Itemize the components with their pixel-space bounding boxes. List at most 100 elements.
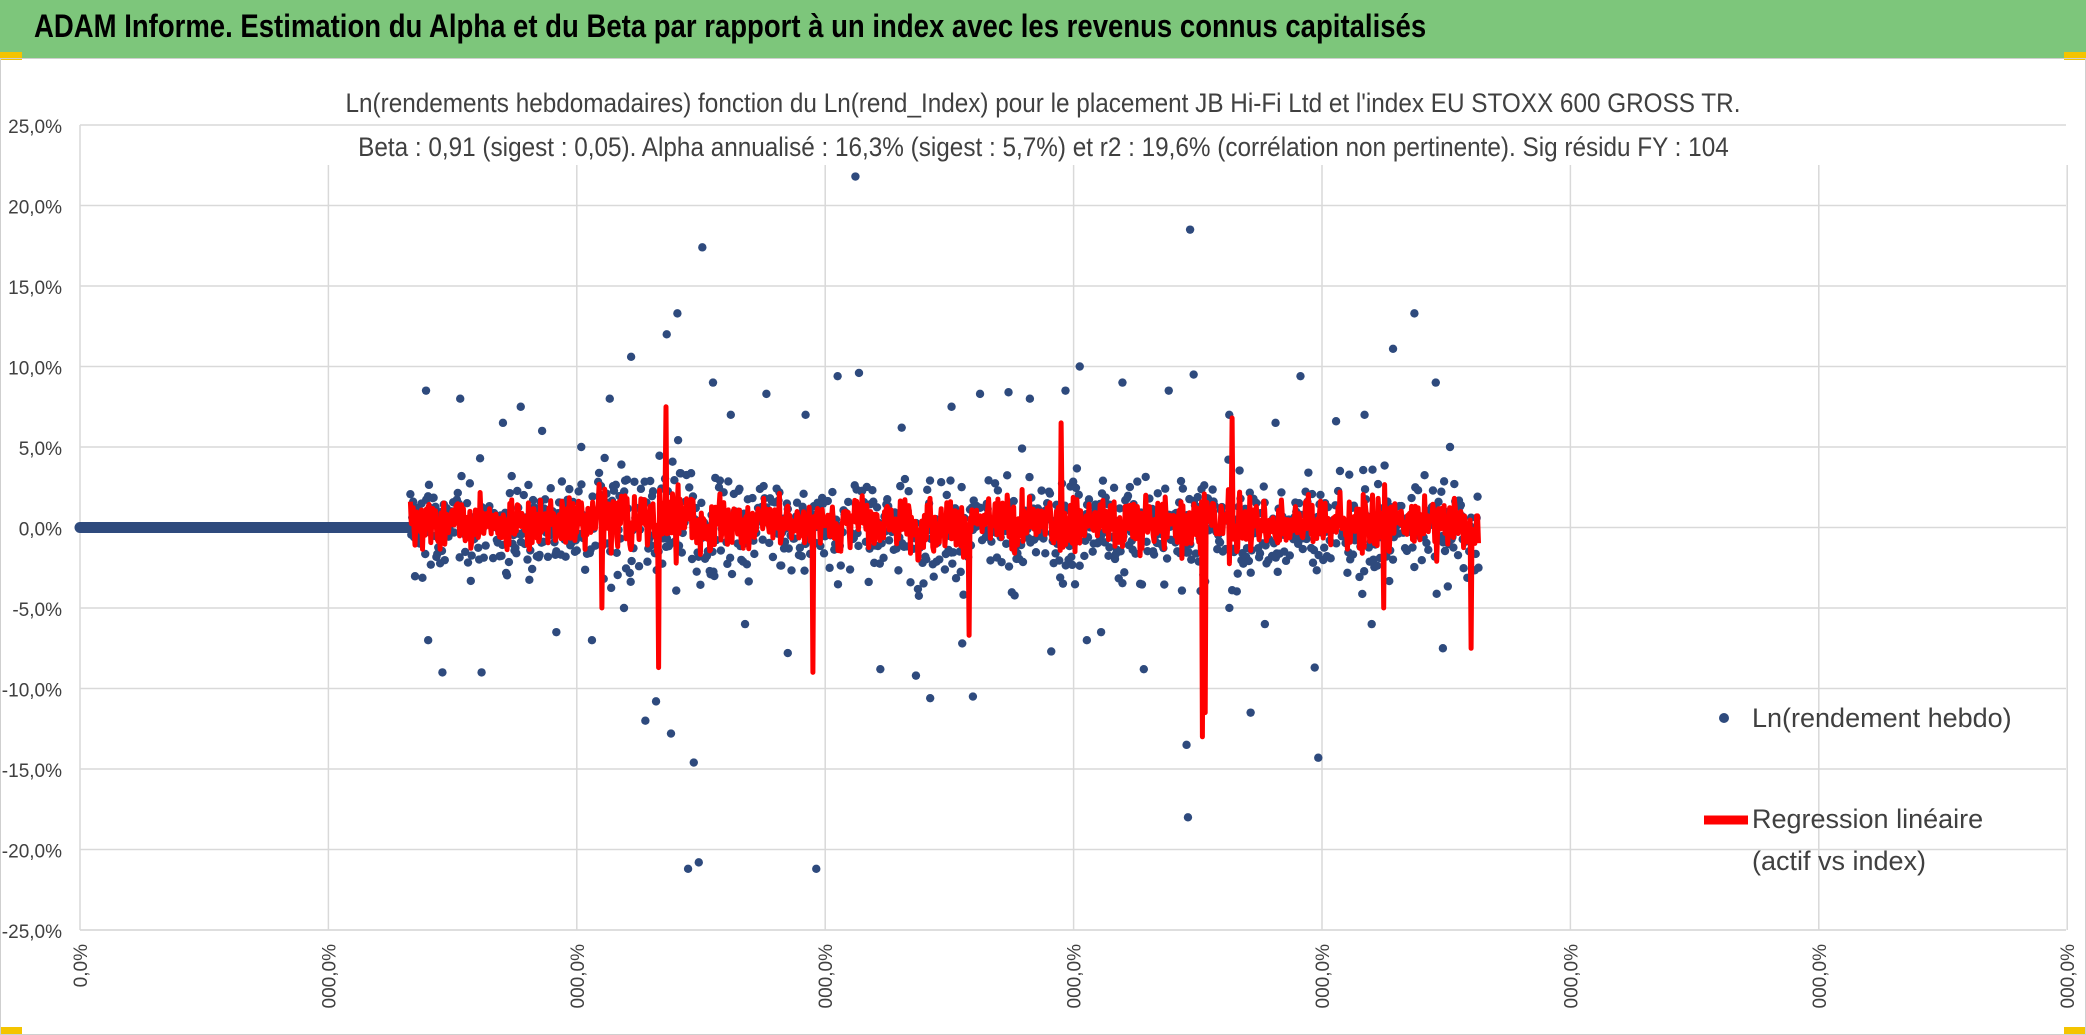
- data-point: [1010, 591, 1019, 600]
- data-point: [646, 476, 655, 486]
- data-point: [449, 528, 459, 537]
- data-point: [929, 572, 938, 581]
- data-point: [1094, 538, 1103, 547]
- data-point: [1058, 579, 1068, 588]
- data-point: [740, 619, 750, 629]
- data-point: [986, 556, 995, 565]
- data-point: [948, 559, 957, 568]
- data-point: [1431, 378, 1440, 387]
- data-point: [800, 566, 809, 575]
- data-point: [959, 590, 968, 599]
- data-point: [1232, 587, 1241, 596]
- data-point: [936, 477, 946, 487]
- data-point: [1246, 708, 1255, 717]
- data-point: [1018, 557, 1028, 567]
- data-point: [896, 481, 905, 491]
- data-point: [455, 553, 464, 562]
- data-point: [453, 488, 462, 498]
- data-point: [1072, 464, 1082, 473]
- data-point: [457, 471, 466, 481]
- x-tick-label: 000,0%: [1065, 944, 1086, 1009]
- data-point: [801, 410, 810, 419]
- report-title: ADAM Informe. Estimation du Alpha et du …: [34, 8, 1427, 44]
- data-point: [423, 636, 433, 645]
- data-point: [1335, 466, 1345, 476]
- data-point: [1358, 589, 1367, 599]
- data-point: [1326, 554, 1335, 563]
- y-tick-label: -20,0%: [2, 842, 62, 863]
- data-point: [1177, 586, 1187, 595]
- data-point: [1105, 543, 1114, 552]
- data-point: [825, 563, 834, 573]
- data-point: [673, 309, 682, 318]
- data-point: [1061, 386, 1070, 395]
- data-point: [783, 648, 792, 658]
- data-point: [1373, 479, 1383, 489]
- data-point: [1450, 479, 1459, 489]
- data-point: [625, 568, 634, 578]
- regression-line: [407, 404, 1481, 740]
- data-point: [1133, 477, 1142, 486]
- data-point: [708, 378, 718, 387]
- data-point: [1002, 539, 1011, 548]
- data-point: [462, 498, 472, 508]
- data-point: [465, 479, 475, 488]
- data-point: [619, 603, 629, 613]
- data-point: [1252, 498, 1261, 508]
- data-point: [1445, 442, 1455, 452]
- data-point: [1345, 470, 1354, 479]
- data-point: [726, 410, 736, 419]
- data-point: [1434, 497, 1443, 507]
- data-point: [498, 418, 508, 428]
- data-point: [1070, 580, 1080, 589]
- data-point: [879, 553, 888, 563]
- data-point: [406, 489, 415, 499]
- data-point: [1277, 488, 1286, 497]
- data-point: [1348, 550, 1358, 559]
- data-point: [1319, 543, 1329, 552]
- data-point: [1115, 504, 1124, 513]
- data-point: [1437, 487, 1446, 496]
- data-point: [577, 480, 586, 489]
- data-point: [574, 487, 583, 496]
- data-point: [1438, 644, 1448, 653]
- data-point: [1456, 500, 1466, 510]
- data-point: [670, 476, 679, 485]
- data-point: [758, 535, 767, 544]
- data-point: [1410, 309, 1419, 318]
- data-point: [1025, 472, 1034, 482]
- data-point: [897, 423, 906, 432]
- data-point: [1474, 563, 1483, 572]
- data-point: [524, 480, 533, 490]
- data-point: [787, 566, 796, 575]
- data-point: [557, 477, 567, 486]
- data-point: [1413, 486, 1423, 495]
- data-point: [1041, 549, 1050, 558]
- y-tick-label: 5,0%: [19, 439, 62, 460]
- data-point: [1428, 486, 1438, 495]
- data-point: [923, 485, 932, 495]
- data-point: [477, 668, 486, 677]
- data-point: [925, 693, 935, 703]
- data-point: [823, 496, 832, 506]
- data-point: [949, 548, 958, 557]
- data-point: [600, 453, 609, 463]
- data-point: [894, 566, 903, 575]
- data-point: [516, 402, 525, 411]
- data-point: [1037, 486, 1046, 495]
- data-point: [1360, 410, 1369, 419]
- data-point: [1246, 568, 1255, 577]
- data-point: [727, 569, 737, 579]
- data-point: [611, 480, 621, 490]
- data-point: [577, 442, 586, 452]
- data-point: [845, 565, 855, 574]
- data-point: [588, 492, 597, 501]
- data-point: [438, 668, 447, 677]
- y-tick-label: -15,0%: [2, 761, 62, 782]
- y-tick-label: 10,0%: [8, 359, 62, 380]
- data-point: [525, 575, 534, 585]
- data-point: [1161, 484, 1170, 493]
- data-point: [1176, 476, 1186, 486]
- data-point: [1071, 483, 1081, 493]
- data-point: [1009, 496, 1018, 506]
